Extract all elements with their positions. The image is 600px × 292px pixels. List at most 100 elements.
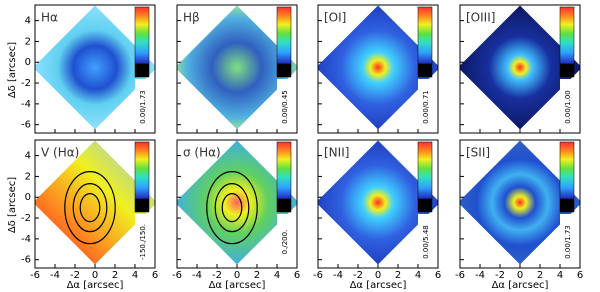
map: [177, 5, 297, 130]
x-tick-label: 4: [557, 270, 563, 281]
colorbar-bg: [135, 79, 149, 131]
colorbar-bg: [277, 214, 291, 266]
y-tick-label: -2: [21, 213, 31, 224]
colorbar-label: -150./150.: [139, 224, 147, 260]
y-axis-label: Δδ [arcsec]: [7, 177, 18, 233]
y-tick-label: 0: [25, 57, 31, 68]
x-tick-label: -4: [475, 270, 485, 281]
colorbar-label: 0.00/1.73: [139, 90, 147, 124]
contour: [206, 171, 258, 245]
y-axis-label: Δδ [arcsec]: [7, 42, 18, 98]
x-tick-label: 6: [577, 270, 583, 281]
contour: [72, 183, 108, 233]
y-tick-label: -2: [21, 78, 31, 89]
x-tick-label: 6: [294, 270, 300, 281]
y-tick-label: -6: [21, 255, 31, 266]
panel-title: [OIII]: [466, 11, 495, 25]
x-tick-label: -6: [455, 270, 465, 281]
colorbar-bg: [560, 79, 574, 131]
x-axis-label: Δα [arcsec]: [350, 280, 407, 291]
x-tick-label: 6: [152, 270, 158, 281]
x-tick-label: -4: [333, 270, 343, 281]
colorbar-label: 0./200.: [281, 230, 289, 255]
map-image: [35, 5, 155, 130]
x-tick-label: 0: [234, 270, 240, 281]
map-image: [177, 5, 297, 130]
colorbar: [559, 6, 575, 78]
y-tick-label: 0: [25, 192, 31, 203]
y-tick-label: -4: [21, 234, 31, 245]
x-tick-label: 2: [537, 270, 543, 281]
y-tick-label: 4: [25, 16, 31, 27]
colorbar: [417, 6, 433, 78]
x-tick-label: -2: [212, 270, 222, 281]
x-tick-label: -6: [172, 270, 182, 281]
colorbar: [134, 6, 150, 78]
x-tick-label: 4: [274, 270, 280, 281]
panel-title: σ (Hα): [183, 146, 221, 160]
x-tick-label: -2: [495, 270, 505, 281]
map-image: [460, 140, 580, 265]
colorbar-label: 0.00/1.00: [564, 90, 572, 124]
x-axis-label: Δα [arcsec]: [67, 280, 124, 291]
x-tick-label: 2: [395, 270, 401, 281]
x-tick-label: 0: [517, 270, 523, 281]
panel-title: V (Hα): [41, 146, 79, 160]
panel-title: [NII]: [324, 146, 349, 160]
map: [460, 5, 580, 130]
colorbar-bg: [418, 79, 432, 131]
y-tick-label: 2: [25, 36, 31, 47]
x-tick-label: 2: [112, 270, 118, 281]
x-axis-label: Δα [arcsec]: [209, 280, 266, 291]
colorbar: [276, 6, 292, 78]
map: [318, 5, 438, 130]
x-axis-label: Δα [arcsec]: [492, 280, 549, 291]
x-tick-label: 0: [375, 270, 381, 281]
colorbar-label: 0.00/0.71: [422, 90, 430, 124]
map: [460, 140, 580, 265]
contour: [64, 171, 116, 245]
x-tick-label: 6: [435, 270, 441, 281]
panel-title: [SII]: [466, 146, 490, 160]
map-image: [318, 140, 438, 265]
contour: [214, 183, 250, 233]
map: [177, 140, 297, 265]
colorbar-bg: [560, 214, 574, 266]
map: [35, 140, 155, 265]
colorbar-label: 0.00/1.73: [564, 225, 572, 259]
y-tick-label: -6: [21, 120, 31, 131]
panel-title: [OI]: [324, 11, 346, 25]
map-image: [460, 5, 580, 130]
map: [35, 5, 155, 130]
colorbar-bg: [418, 214, 432, 266]
map-image: [318, 5, 438, 130]
colorbar-label: 0.00/0.45: [281, 90, 289, 124]
panel-title: Hβ: [183, 11, 200, 25]
x-tick-label: 4: [132, 270, 138, 281]
y-tick-label: 4: [25, 151, 31, 162]
panel-title: Hα: [41, 11, 58, 25]
colorbar: [276, 141, 292, 213]
contour: [79, 193, 101, 223]
colorbar: [559, 141, 575, 213]
x-tick-label: 0: [92, 270, 98, 281]
x-tick-label: -2: [70, 270, 80, 281]
map-image: [35, 140, 155, 265]
y-tick-label: -4: [21, 99, 31, 110]
map: [318, 140, 438, 265]
x-tick-label: 4: [415, 270, 421, 281]
map-image: [177, 140, 297, 265]
colorbar-label: 0.00/5.48: [422, 225, 430, 259]
y-tick-label: 2: [25, 171, 31, 182]
x-tick-label: 2: [254, 270, 260, 281]
x-tick-label: -2: [353, 270, 363, 281]
x-tick-label: -6: [30, 270, 40, 281]
colorbar-bg: [135, 214, 149, 266]
contour: [221, 193, 243, 223]
colorbar: [417, 141, 433, 213]
x-tick-label: -4: [50, 270, 60, 281]
colorbar: [134, 141, 150, 213]
x-tick-label: -6: [313, 270, 323, 281]
x-tick-label: -4: [192, 270, 202, 281]
